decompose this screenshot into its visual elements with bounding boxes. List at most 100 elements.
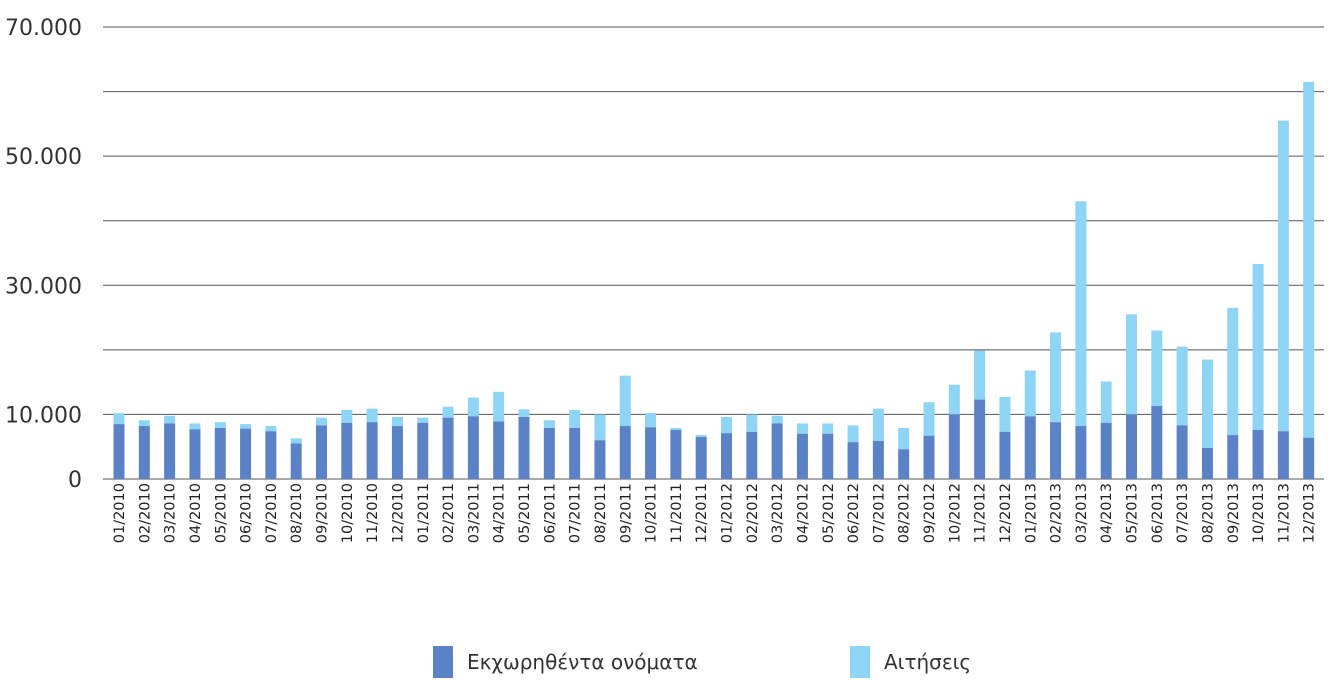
x-tick-label-08/2013: 08/2013: [1200, 483, 1216, 543]
x-tick-label-02/2011: 02/2011: [441, 483, 457, 543]
bar-applications-11/2011: [670, 427, 682, 430]
bar-applications-09/2010: [316, 417, 327, 426]
bar-assigned-05/2011: [518, 417, 530, 479]
legend-item-assigned: Εκχωρηθέντα ονόματα: [433, 646, 698, 678]
bar-applications-08/2010: [290, 438, 302, 444]
bar-applications-01/2013: [1024, 370, 1036, 417]
bar-applications-01/2011: [417, 417, 429, 423]
x-tick-label-04/2013: 04/2013: [1099, 483, 1115, 543]
bar-assigned-02/2013: [1050, 422, 1062, 479]
bar-assigned-01/2010: [113, 424, 125, 479]
x-tick-label-05/2012: 05/2012: [821, 483, 837, 543]
bar-applications-07/2012: [872, 408, 884, 441]
bar-assigned-01/2011: [417, 422, 429, 479]
bar-assigned-08/2013: [1201, 448, 1213, 479]
x-tick-label-01/2011: 01/2011: [416, 483, 432, 543]
bar-applications-06/2013: [1151, 330, 1163, 407]
y-axis-labels: 0 10.000 30.000 50.000 70.000: [5, 16, 82, 493]
bar-assigned-12/2011: [695, 437, 707, 479]
x-tick-label-07/2010: 07/2010: [264, 483, 280, 543]
bar-applications-11/2010: [366, 408, 378, 423]
bar-assigned-07/2010: [265, 431, 277, 479]
bar-assigned-12/2010: [391, 426, 403, 479]
bar-applications-02/2013: [1050, 332, 1062, 423]
bar-assigned-02/2010: [138, 426, 150, 479]
bar-applications-06/2010: [240, 424, 252, 429]
bar-assigned-04/2010: [189, 429, 201, 479]
bar-assigned-04/2011: [493, 421, 505, 479]
x-tick-label-06/2011: 06/2011: [542, 483, 558, 543]
bar-applications-09/2013: [1227, 307, 1239, 436]
bar-assigned-08/2012: [898, 449, 910, 479]
y-tick-label-0: 0: [68, 468, 82, 493]
bar-applications-07/2010: [265, 426, 277, 432]
bar-assigned-09/2012: [923, 435, 935, 479]
legend-item-applications: Αιτήσεις: [850, 646, 971, 678]
x-tick-label-10/2011: 10/2011: [644, 483, 660, 543]
bar-assigned-02/2011: [442, 417, 454, 479]
x-tick-label-12/2011: 12/2011: [694, 483, 710, 543]
bar-assigned-01/2013: [1024, 416, 1036, 479]
x-tick-label-07/2011: 07/2011: [568, 483, 584, 543]
bar-assigned-03/2010: [164, 423, 176, 479]
x-tick-label-07/2012: 07/2012: [871, 483, 887, 543]
x-tick-label-05/2011: 05/2011: [517, 483, 533, 543]
bar-applications-05/2012: [822, 423, 834, 434]
bar-applications-08/2012: [898, 427, 910, 450]
x-tick-label-03/2012: 03/2012: [770, 483, 786, 543]
bar-assigned-01/2012: [721, 433, 732, 479]
x-tick-label-03/2011: 03/2011: [466, 483, 482, 543]
x-tick-label-08/2012: 08/2012: [897, 483, 913, 543]
bar-assigned-04/2013: [1100, 422, 1112, 479]
bar-applications-01/2010: [113, 413, 125, 425]
bar-assigned-02/2012: [746, 431, 758, 479]
bar-applications-04/2012: [796, 423, 808, 434]
legend-label-assigned: Εκχωρηθέντα ονόματα: [467, 650, 698, 674]
x-tick-label-12/2013: 12/2013: [1302, 483, 1318, 543]
bar-applications-02/2011: [442, 406, 454, 418]
bar-assigned-07/2013: [1176, 425, 1188, 479]
bar-applications-04/2010: [189, 423, 201, 430]
bar-assigned-06/2010: [240, 428, 252, 479]
x-tick-label-11/2013: 11/2013: [1276, 483, 1292, 543]
x-tick-label-09/2012: 09/2012: [922, 483, 938, 543]
bar-applications-03/2010: [164, 415, 176, 424]
bar-assigned-05/2013: [1126, 414, 1137, 479]
bar-applications-10/2013: [1252, 263, 1264, 430]
bar-applications-05/2011: [518, 409, 530, 418]
bar-assigned-03/2013: [1075, 426, 1087, 479]
bar-applications-03/2012: [771, 415, 783, 424]
bar-assigned-11/2011: [670, 429, 682, 479]
bar-applications-10/2010: [341, 409, 353, 423]
x-tick-label-04/2011: 04/2011: [492, 483, 508, 543]
x-tick-label-11/2010: 11/2010: [365, 483, 381, 543]
y-tick-label-3: 50.000: [5, 145, 82, 170]
x-tick-label-01/2013: 01/2013: [1023, 483, 1039, 543]
bar-applications-04/2013: [1100, 381, 1112, 423]
x-tick-label-05/2013: 05/2013: [1125, 483, 1141, 543]
bar-applications-08/2011: [594, 414, 606, 441]
x-tick-label-06/2013: 06/2013: [1150, 483, 1166, 543]
x-tick-label-10/2010: 10/2010: [340, 483, 356, 543]
x-tick-label-11/2011: 11/2011: [669, 483, 685, 543]
x-axis-labels: 01/2010 02/2010 03/2010 04/2010 05/2010 06/20…: [112, 483, 1318, 543]
x-tick-label-07/2013: 07/2013: [1175, 483, 1191, 543]
x-tick-label-08/2011: 08/2011: [593, 483, 609, 543]
bar-assigned-06/2013: [1151, 406, 1163, 479]
x-tick-label-09/2010: 09/2010: [315, 483, 331, 543]
x-tick-label-12/2010: 12/2010: [390, 483, 406, 543]
bar-applications-10/2011: [645, 413, 657, 428]
bar-applications-02/2012: [746, 414, 758, 432]
x-tick-label-03/2013: 03/2013: [1074, 483, 1090, 543]
legend-swatch-applications: [850, 646, 870, 678]
bar-assigned-10/2011: [645, 427, 657, 479]
bar-assigned-09/2010: [316, 425, 327, 479]
bar-assigned-10/2012: [948, 414, 960, 479]
legend-swatch-assigned: [433, 646, 453, 678]
x-tick-label-11/2012: 11/2012: [973, 483, 989, 543]
bar-applications-05/2010: [214, 422, 226, 428]
bar-assigned-06/2011: [543, 427, 555, 479]
bar-applications-09/2012: [923, 402, 935, 436]
x-tick-label-08/2010: 08/2010: [289, 483, 305, 543]
